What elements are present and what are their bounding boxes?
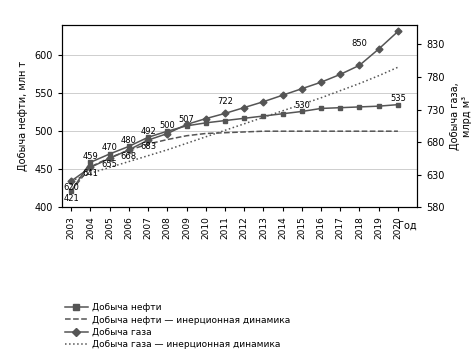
Добыча нефти — инерционная динамика: [395, 129, 401, 133]
Добыча газа — инерционная динамика: [68, 179, 74, 183]
Добыча нефти: [164, 129, 170, 133]
Добыча нефти — инерционная динамика: [107, 156, 112, 160]
Line: Добыча газа — инерционная динамика: Добыча газа — инерционная динамика: [71, 67, 398, 181]
Добыча газа — инерционная динамика: [126, 159, 132, 164]
Добыча газа — инерционная динамика: [261, 115, 266, 120]
Text: 535: 535: [390, 94, 406, 103]
Text: 641: 641: [82, 170, 99, 178]
Добыча газа — инерционная динамика: [164, 148, 170, 152]
Text: 530: 530: [294, 101, 310, 110]
Добыча нефти — инерционная динамика: [318, 129, 324, 133]
Text: 459: 459: [82, 152, 98, 161]
Добыча нефти: [356, 105, 362, 109]
Text: 507: 507: [179, 115, 194, 124]
Добыча нефти: [68, 189, 74, 193]
Добыча нефти: [241, 116, 247, 120]
Text: 850: 850: [352, 39, 367, 48]
Добыча нефти: [145, 135, 151, 139]
Добыча нефти — инерционная динамика: [280, 129, 285, 133]
Добыча газа: [261, 100, 266, 104]
Добыча газа: [88, 165, 93, 170]
Добыча нефти — инерционная динамика: [299, 129, 305, 133]
Text: 668: 668: [121, 152, 137, 161]
Добыча нефти — инерционная динамика: [337, 129, 343, 133]
Line: Добыча нефти: Добыча нефти: [69, 102, 401, 193]
Text: 492: 492: [140, 127, 156, 136]
Добыча газа — инерционная динамика: [376, 74, 382, 78]
Добыча газа — инерционная динамика: [107, 165, 112, 170]
Text: 500: 500: [159, 121, 175, 130]
Добыча газа: [318, 80, 324, 84]
Добыча газа — инерционная динамика: [299, 102, 305, 106]
Добыча нефти — инерционная динамика: [241, 130, 247, 134]
Добыча газа — инерционная динамика: [356, 81, 362, 86]
Добыча нефти: [184, 124, 190, 128]
Добыча нефти: [299, 109, 305, 114]
Добыча газа — инерционная динамика: [145, 154, 151, 158]
Text: 655: 655: [102, 160, 118, 169]
Добыча газа — инерционная динамика: [280, 109, 285, 113]
Добыча газа: [299, 86, 305, 91]
Добыча нефти: [376, 104, 382, 108]
Text: 480: 480: [121, 136, 137, 145]
Добыча газа — инерционная динамика: [222, 128, 228, 132]
Line: Добыча нефти — инерционная динамика: Добыча нефти — инерционная динамика: [71, 131, 398, 191]
Добыча газа: [164, 131, 170, 136]
Добыча нефти: [222, 119, 228, 123]
Text: 722: 722: [217, 97, 233, 106]
Добыча нефти — инерционная динамика: [261, 129, 266, 133]
Добыча нефти: [280, 112, 285, 116]
Добыча газа: [184, 122, 190, 127]
Добыча нефти: [203, 121, 209, 125]
Добыча газа — инерционная динамика: [318, 96, 324, 100]
Добыча газа — инерционная динамика: [184, 141, 190, 145]
Text: 620: 620: [64, 183, 79, 192]
Добыча нефти — инерционная динамика: [145, 142, 151, 146]
Y-axis label: Добыча нефти, млн т: Добыча нефти, млн т: [18, 61, 28, 171]
Добыча нефти: [88, 160, 93, 165]
Добыча нефти — инерционная динамика: [164, 137, 170, 142]
Добыча газа: [280, 93, 285, 97]
Text: 470: 470: [102, 144, 118, 152]
Добыча нефти: [318, 106, 324, 111]
Добыча газа: [337, 72, 343, 76]
Text: Год: Год: [399, 221, 417, 231]
Добыча нефти — инерционная динамика: [222, 131, 228, 135]
Добыча нефти — инерционная динамика: [126, 148, 132, 152]
Y-axis label: Добыча газа,
млрд м³: Добыча газа, млрд м³: [450, 82, 472, 150]
Добыча газа: [126, 148, 132, 152]
Добыча газа — инерционная динамика: [337, 89, 343, 93]
Добыча газа: [356, 63, 362, 67]
Text: 683: 683: [140, 142, 156, 151]
Добыча нефти: [337, 106, 343, 110]
Добыча газа: [241, 105, 247, 110]
Добыча газа: [107, 156, 112, 160]
Добыча газа — инерционная динамика: [395, 65, 401, 69]
Добыча нефти: [107, 152, 112, 156]
Добыча нефти: [395, 102, 401, 107]
Text: 421: 421: [64, 194, 79, 203]
Добыча газа: [145, 138, 151, 142]
Добыча нефти — инерционная динамика: [376, 129, 382, 133]
Line: Добыча газа: Добыча газа: [69, 29, 401, 183]
Добыча газа: [376, 47, 382, 51]
Добыча газа: [395, 29, 401, 34]
Legend: Добыча нефти, Добыча нефти — инерционная динамика, Добыча газа, Добыча газа — ин: Добыча нефти, Добыча нефти — инерционная…: [62, 300, 294, 352]
Добыча нефти — инерционная динамика: [68, 189, 74, 193]
Добыча газа: [68, 179, 74, 183]
Добыча газа — инерционная динамика: [203, 135, 209, 139]
Добыча нефти — инерционная динамика: [203, 131, 209, 136]
Добыча газа: [203, 116, 209, 121]
Добыча газа — инерционная динамика: [88, 171, 93, 175]
Добыча нефти — инерционная динамика: [184, 134, 190, 138]
Добыча газа: [222, 111, 228, 116]
Добыча нефти: [126, 144, 132, 149]
Добыча нефти — инерционная динамика: [88, 165, 93, 169]
Добыча газа — инерционная динамика: [241, 122, 247, 126]
Добыча нефти — инерционная динамика: [356, 129, 362, 133]
Добыча нефти: [261, 114, 266, 118]
